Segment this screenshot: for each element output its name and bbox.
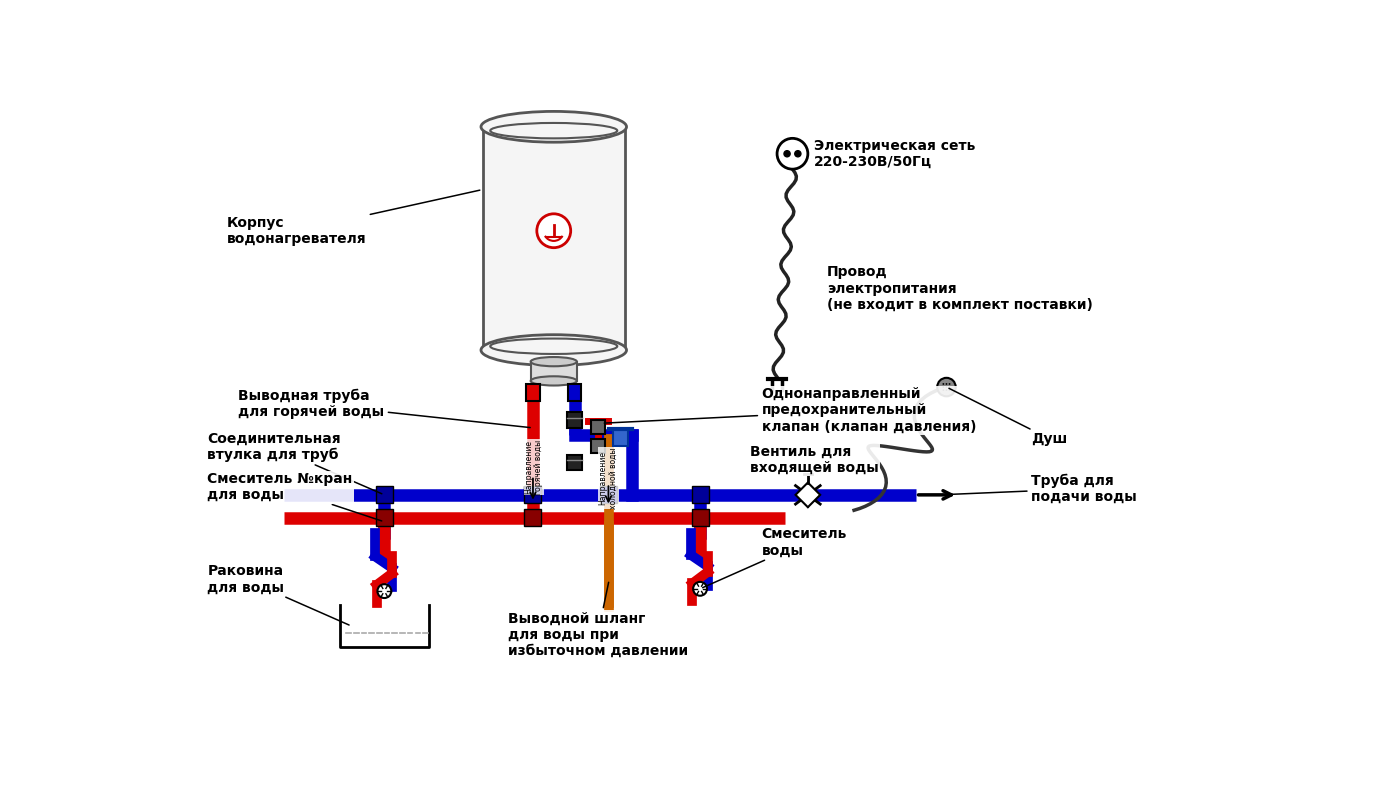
Text: Смеситель
воды: Смеситель воды bbox=[703, 527, 847, 588]
Bar bbox=[376, 510, 393, 526]
Circle shape bbox=[945, 383, 948, 385]
Bar bbox=[591, 439, 605, 454]
Ellipse shape bbox=[482, 111, 627, 142]
Text: Раковина
для воды: Раковина для воды bbox=[208, 565, 349, 625]
Bar bbox=[591, 420, 605, 434]
Text: Труба для
подачи воды: Труба для подачи воды bbox=[941, 474, 1136, 504]
Circle shape bbox=[776, 138, 808, 169]
Bar bbox=[567, 413, 583, 428]
Text: Выводная труба
для горячей воды: Выводная труба для горячей воды bbox=[238, 389, 530, 427]
Circle shape bbox=[943, 390, 944, 391]
Circle shape bbox=[945, 390, 948, 391]
Circle shape bbox=[945, 386, 948, 388]
Bar bbox=[599, 486, 617, 503]
Circle shape bbox=[378, 584, 392, 598]
Text: Корпус
водонагревателя: Корпус водонагревателя bbox=[227, 190, 480, 246]
Bar bbox=[376, 486, 393, 503]
Text: Провод
электропитания
(не входит в комплект поставки): Провод электропитания (не входит в компл… bbox=[828, 266, 1093, 312]
Ellipse shape bbox=[530, 376, 577, 386]
Bar bbox=[526, 384, 540, 401]
Bar bbox=[692, 510, 709, 526]
Text: Электрическая сеть
220-230В/50Гц: Электрическая сеть 220-230В/50Гц bbox=[814, 138, 976, 169]
Circle shape bbox=[948, 383, 951, 385]
Bar bbox=[483, 126, 626, 350]
Ellipse shape bbox=[530, 357, 577, 366]
Text: Выводной шланг
для воды при
избыточном давлении: Выводной шланг для воды при избыточном д… bbox=[508, 582, 688, 658]
Circle shape bbox=[948, 386, 951, 388]
Bar bbox=[613, 429, 628, 446]
Text: Направление
горячей воды: Направление горячей воды bbox=[525, 439, 544, 494]
Circle shape bbox=[937, 378, 956, 396]
Text: Смеситель №кран
для воды: Смеситель №кран для воды bbox=[208, 472, 382, 521]
Circle shape bbox=[537, 214, 570, 248]
Text: Однонаправленный
предохранительный
клапан (клапан давления): Однонаправленный предохранительный клапа… bbox=[605, 387, 976, 434]
Circle shape bbox=[948, 390, 951, 391]
Bar bbox=[530, 362, 577, 381]
Circle shape bbox=[693, 582, 707, 596]
Polygon shape bbox=[796, 482, 821, 507]
Bar bbox=[525, 510, 541, 526]
Text: Вентиль для
входящей воды: Вентиль для входящей воды bbox=[750, 444, 879, 480]
Circle shape bbox=[943, 383, 944, 385]
Circle shape bbox=[783, 150, 790, 157]
Bar bbox=[567, 384, 581, 401]
Ellipse shape bbox=[482, 334, 627, 366]
Bar bbox=[567, 455, 583, 470]
Text: Направление
холодной воды: Направление холодной воды bbox=[599, 448, 619, 509]
Bar bbox=[692, 486, 709, 503]
Text: Душ: Душ bbox=[949, 388, 1067, 446]
Text: Соединительная
втулка для труб: Соединительная втулка для труб bbox=[208, 432, 382, 494]
Circle shape bbox=[794, 150, 801, 157]
Circle shape bbox=[943, 386, 944, 388]
Bar bbox=[525, 486, 541, 503]
